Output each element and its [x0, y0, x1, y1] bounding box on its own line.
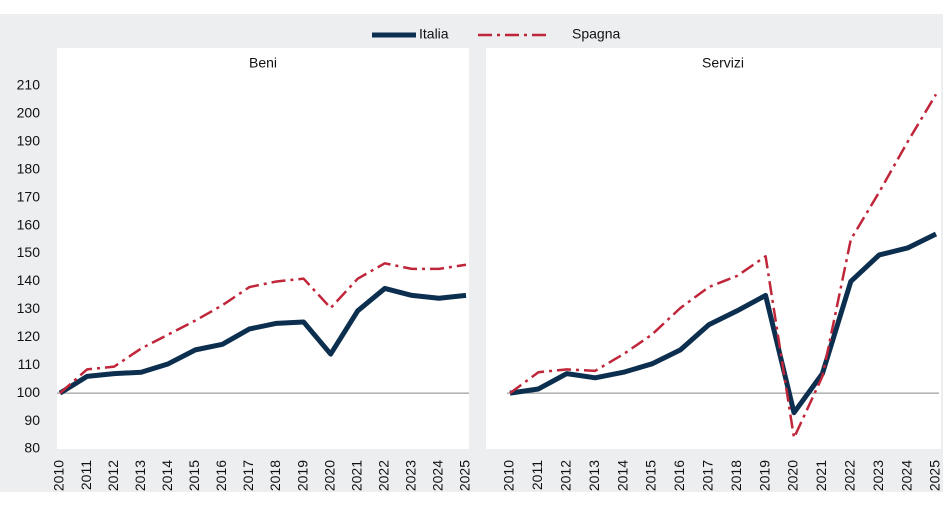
x-tick-label: 2011	[78, 460, 94, 490]
x-tick-label: 2020	[785, 460, 801, 491]
y-tick-label: 170	[17, 188, 41, 204]
x-tick-label: 2020	[321, 460, 337, 491]
y-tick-label: 110	[18, 356, 41, 372]
x-tick-label: 2015	[643, 460, 659, 491]
y-tick-label: 140	[17, 272, 41, 288]
y-tick-label: 180	[17, 160, 41, 176]
x-tick-label: 2023	[870, 460, 886, 491]
x-tick-label: 2014	[614, 460, 630, 491]
x-tick-label: 2023	[403, 460, 419, 491]
y-tick-label: 200	[17, 105, 41, 121]
y-tick-label: 80	[24, 440, 40, 456]
y-tick-label: 190	[17, 133, 41, 149]
panel-title: Beni	[249, 55, 277, 71]
x-tick-label: 2025	[927, 460, 943, 491]
x-tick-label: 2021	[348, 460, 364, 491]
x-tick-label: 2022	[376, 460, 392, 491]
legend-label: Spagna	[572, 26, 620, 42]
x-tick-label: 2012	[558, 460, 574, 491]
x-tick-label: 2015	[186, 460, 202, 491]
x-tick-label: 2022	[842, 460, 858, 491]
y-tick-label: 100	[17, 384, 41, 400]
x-tick-label: 2013	[132, 460, 148, 491]
panel-title: Servizi	[702, 55, 744, 71]
x-tick-label: 2012	[105, 460, 121, 491]
x-tick-label: 2016	[213, 460, 229, 491]
y-tick-label: 150	[17, 244, 41, 260]
y-tick-label: 210	[17, 77, 41, 93]
x-tick-label: 2017	[700, 460, 716, 491]
panel	[486, 48, 941, 449]
x-tick-label: 2011	[529, 460, 545, 490]
series-line	[58, 285, 467, 396]
x-tick-label: 2010	[501, 460, 517, 491]
y-tick-label: 90	[24, 412, 40, 428]
x-tick-label: 2014	[159, 460, 175, 491]
x-tick-label: 2024	[430, 460, 446, 491]
panel	[57, 48, 469, 449]
x-tick-label: 2013	[586, 460, 602, 491]
x-tick-label: 2018	[728, 460, 744, 491]
y-tick-label: 120	[17, 328, 41, 344]
x-tick-label: 2024	[898, 460, 914, 491]
y-tick-label: 160	[17, 216, 41, 232]
x-tick-label: 2018	[267, 460, 283, 491]
series-line	[509, 93, 938, 440]
series-line	[509, 231, 938, 416]
legend-label: Italia	[419, 26, 449, 42]
x-tick-label: 2025	[457, 460, 473, 491]
x-tick-label: 2016	[671, 460, 687, 491]
y-tick-label: 130	[17, 300, 41, 316]
x-tick-label: 2019	[294, 460, 310, 491]
x-tick-label: 2017	[240, 460, 256, 491]
x-tick-label: 2021	[813, 460, 829, 491]
x-tick-label: 2010	[51, 460, 67, 491]
x-tick-label: 2019	[756, 460, 772, 491]
